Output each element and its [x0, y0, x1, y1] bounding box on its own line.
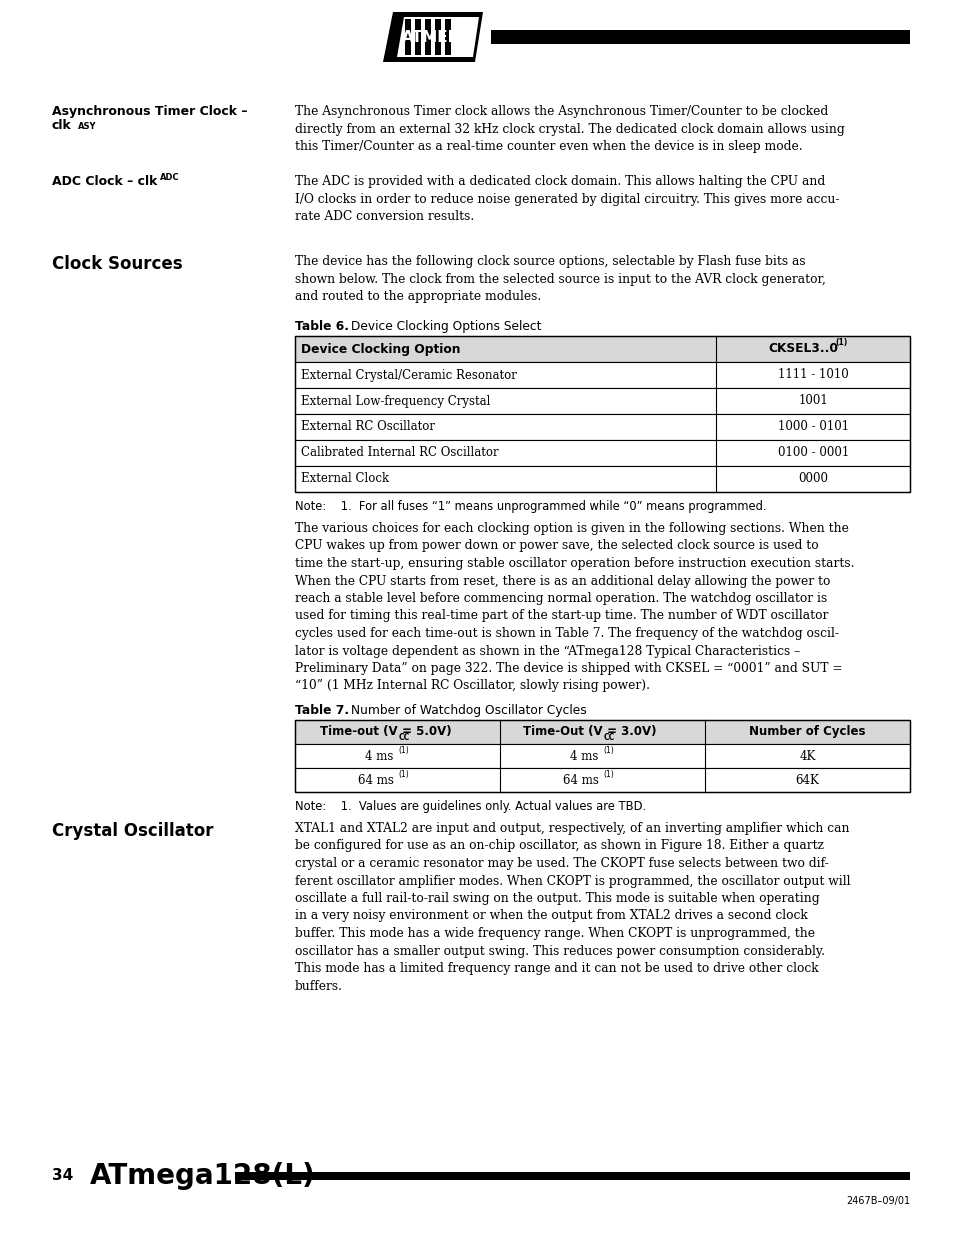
Text: 4K: 4K	[799, 750, 815, 762]
Text: ATMEL: ATMEL	[401, 30, 457, 44]
Text: Note:    1.  For all fuses “1” means unprogrammed while “0” means programmed.: Note: 1. For all fuses “1” means unprogr…	[294, 500, 765, 513]
Text: External Low-frequency Crystal: External Low-frequency Crystal	[301, 394, 490, 408]
Text: 64 ms: 64 ms	[562, 773, 598, 787]
Text: 1001: 1001	[798, 394, 827, 408]
Bar	[294, 466, 909, 492]
Text: (1): (1)	[603, 769, 614, 778]
Text: 0000: 0000	[798, 473, 827, 485]
Bar	[294, 388, 909, 414]
Text: 64 ms: 64 ms	[357, 773, 393, 787]
Text: (1): (1)	[398, 769, 409, 778]
Text: (1): (1)	[834, 338, 846, 347]
Bar	[294, 414, 909, 440]
Text: clk: clk	[52, 119, 71, 132]
Text: Asynchronous Timer Clock –: Asynchronous Timer Clock –	[52, 105, 247, 119]
Bar	[294, 743, 909, 768]
Text: Table 7.: Table 7.	[294, 704, 349, 718]
Bar	[491, 30, 909, 44]
Text: Note:    1.  Values are guidelines only. Actual values are TBD.: Note: 1. Values are guidelines only. Act…	[294, 800, 645, 813]
Text: Time-Out (V: Time-Out (V	[522, 725, 602, 739]
Text: 2467B–09/01: 2467B–09/01	[845, 1195, 909, 1207]
Text: The ADC is provided with a dedicated clock domain. This allows halting the CPU a: The ADC is provided with a dedicated clo…	[294, 175, 839, 224]
Text: ATmega128(L): ATmega128(L)	[90, 1162, 315, 1191]
Text: 4 ms: 4 ms	[365, 750, 393, 762]
Bar	[424, 19, 431, 56]
Bar	[294, 336, 909, 362]
Text: (1): (1)	[603, 746, 614, 755]
Text: CC: CC	[603, 732, 614, 741]
Text: Number of Watchdog Oscillator Cycles: Number of Watchdog Oscillator Cycles	[347, 704, 586, 718]
Text: Calibrated Internal RC Oscillator: Calibrated Internal RC Oscillator	[301, 447, 498, 459]
Text: 64K: 64K	[795, 773, 819, 787]
Text: = 5.0V): = 5.0V)	[398, 725, 452, 739]
Text: External RC Oscillator: External RC Oscillator	[301, 420, 435, 433]
Text: 0100 - 0001: 0100 - 0001	[777, 447, 848, 459]
Bar	[234, 1172, 909, 1179]
Text: Number of Cycles: Number of Cycles	[748, 725, 864, 739]
Text: 1000 - 0101: 1000 - 0101	[777, 420, 848, 433]
Text: XTAL1 and XTAL2 are input and output, respectively, of an inverting amplifier wh: XTAL1 and XTAL2 are input and output, re…	[294, 823, 850, 993]
Text: (1): (1)	[398, 746, 409, 755]
Bar	[294, 720, 909, 792]
Text: ADC Clock – clk: ADC Clock – clk	[52, 175, 157, 188]
Bar	[435, 19, 440, 56]
Text: 4 ms: 4 ms	[570, 750, 598, 762]
Text: The various choices for each clocking option is given in the following sections.: The various choices for each clocking op…	[294, 522, 854, 693]
Text: Time-out (V: Time-out (V	[319, 725, 397, 739]
Text: ASY: ASY	[78, 122, 96, 131]
Text: ADC: ADC	[160, 173, 179, 182]
Bar	[294, 768, 909, 792]
Text: Device Clocking Option: Device Clocking Option	[301, 342, 460, 356]
Text: Clock Sources: Clock Sources	[52, 254, 182, 273]
Text: Crystal Oscillator: Crystal Oscillator	[52, 823, 213, 840]
Text: Table 6.: Table 6.	[294, 320, 349, 333]
Text: Device Clocking Options Select: Device Clocking Options Select	[347, 320, 541, 333]
Text: 34: 34	[52, 1168, 73, 1183]
Bar	[294, 440, 909, 466]
Polygon shape	[382, 12, 482, 62]
Text: The device has the following clock source options, selectable by Flash fuse bits: The device has the following clock sourc…	[294, 254, 825, 303]
Text: = 3.0V): = 3.0V)	[603, 725, 657, 739]
Text: External Clock: External Clock	[301, 473, 389, 485]
Bar	[415, 19, 420, 56]
Bar	[294, 336, 909, 492]
Bar	[444, 19, 451, 56]
Bar	[405, 19, 411, 56]
Bar	[294, 362, 909, 388]
Text: External Crystal/Ceramic Resonator: External Crystal/Ceramic Resonator	[301, 368, 517, 382]
Text: CKSEL3..0: CKSEL3..0	[767, 342, 838, 356]
Polygon shape	[396, 17, 478, 57]
Bar	[294, 720, 909, 743]
Text: CC: CC	[398, 732, 410, 741]
Text: 1111 - 1010: 1111 - 1010	[777, 368, 847, 382]
Text: The Asynchronous Timer clock allows the Asynchronous Timer/Counter to be clocked: The Asynchronous Timer clock allows the …	[294, 105, 843, 153]
